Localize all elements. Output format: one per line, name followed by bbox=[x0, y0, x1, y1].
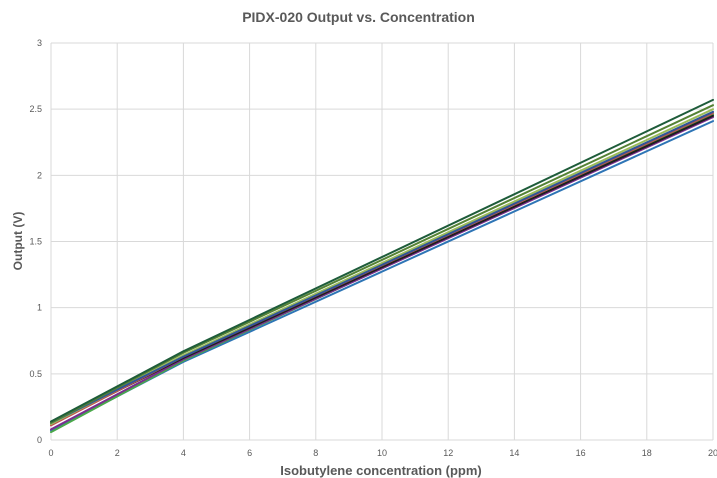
y-tick-label: 1.5 bbox=[29, 237, 42, 247]
x-tick-label: 10 bbox=[377, 448, 387, 458]
x-axis-label: Isobutylene concentration (ppm) bbox=[280, 463, 482, 478]
chart-title: PIDX-020 Output vs. Concentration bbox=[242, 9, 475, 25]
y-tick-label: 3 bbox=[37, 38, 42, 48]
y-tick-label: 0.5 bbox=[29, 369, 42, 379]
x-tick-label: 8 bbox=[313, 448, 318, 458]
y-tick-label: 0 bbox=[37, 435, 42, 445]
x-tick-label: 2 bbox=[115, 448, 120, 458]
x-tick-label: 4 bbox=[181, 448, 186, 458]
x-tick-label: 14 bbox=[509, 448, 519, 458]
x-tick-label: 6 bbox=[247, 448, 252, 458]
x-tick-label: 16 bbox=[576, 448, 586, 458]
y-tick-label: 1 bbox=[37, 303, 42, 313]
y-tick-label: 2.5 bbox=[29, 104, 42, 114]
series-line bbox=[50, 116, 714, 431]
x-tick-label: 0 bbox=[48, 448, 53, 458]
x-tick-label: 20 bbox=[708, 448, 717, 458]
y-tick-label: 2 bbox=[37, 170, 42, 180]
series-line bbox=[50, 98, 714, 423]
series-line bbox=[50, 110, 714, 424]
series-line bbox=[50, 104, 714, 424]
x-tick-label: 18 bbox=[642, 448, 652, 458]
x-tick-label: 12 bbox=[443, 448, 453, 458]
